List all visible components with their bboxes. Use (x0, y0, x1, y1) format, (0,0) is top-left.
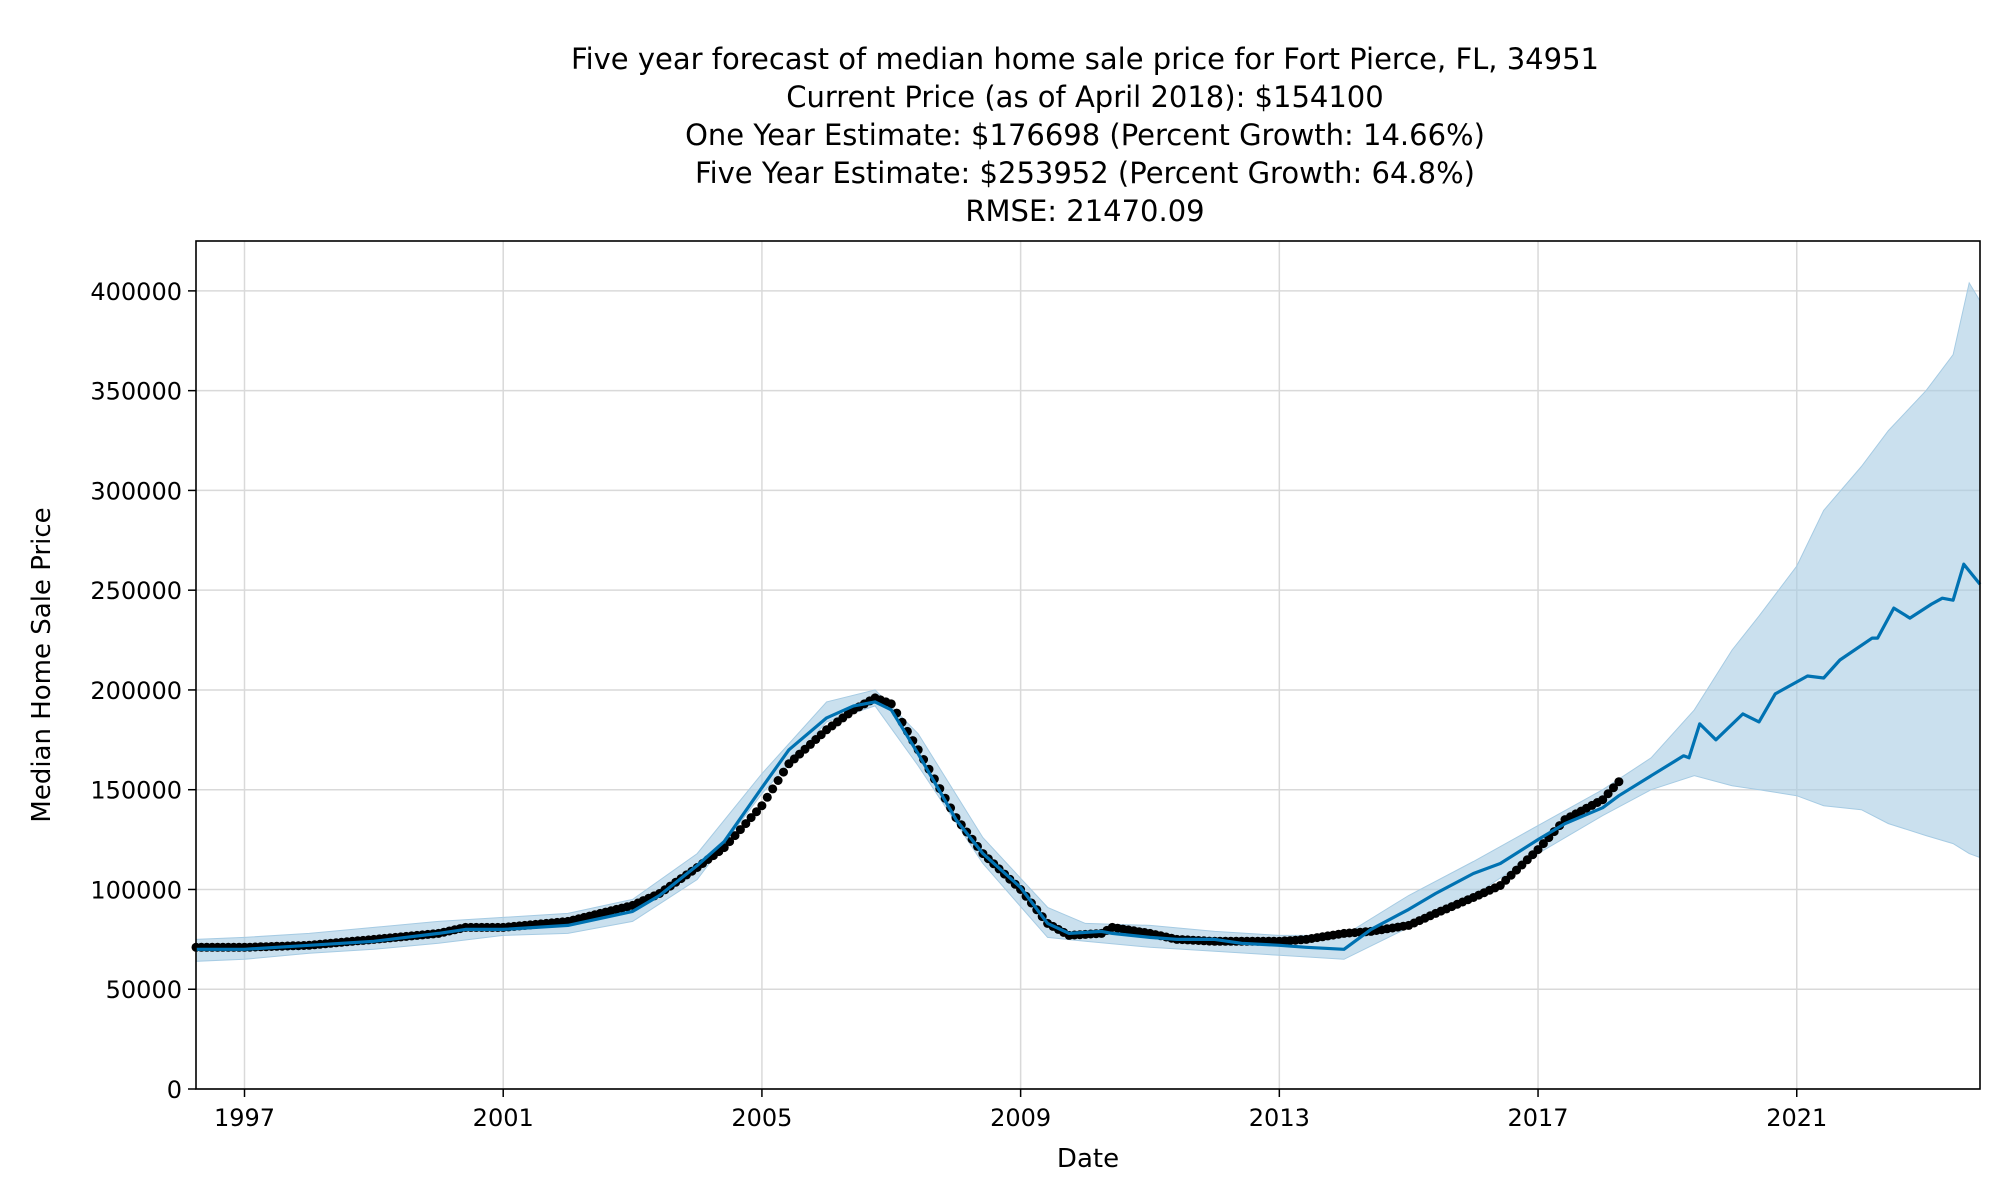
observed-point (752, 807, 761, 817)
x-tick-label: 2017 (1508, 1104, 1569, 1132)
observed-point (1538, 839, 1548, 849)
y-tick-label: 150000 (90, 777, 182, 805)
y-tick-label: 0 (167, 1076, 182, 1104)
x-tick-label: 1997 (214, 1104, 275, 1132)
uncertainty-band (195, 281, 1981, 962)
observed-point (746, 813, 756, 823)
y-axis-ticks: 0 50000 100000 150000 200000 250000 300000 3500… (90, 278, 196, 1104)
observed-point (1598, 795, 1608, 805)
x-axis-ticks: 1997 2001 2005 2009 2013 2017 2021 (214, 1089, 1827, 1132)
observed-point (735, 825, 745, 835)
observed-point (1609, 783, 1618, 793)
x-tick-label: 2021 (1766, 1104, 1827, 1132)
five-year-estimate-line: Five Year Estimate: $253952 (Percent Gro… (695, 156, 1475, 190)
observed-point (1603, 789, 1613, 799)
chart-title-line: Five year forecast of median home sale p… (571, 42, 1599, 76)
y-tick-label: 250000 (90, 577, 182, 605)
x-tick-label: 2013 (1249, 1104, 1310, 1132)
observed-point (768, 784, 778, 794)
y-tick-label: 300000 (90, 477, 182, 505)
observed-point (1533, 845, 1543, 855)
chart-title: Five year forecast of median home sale p… (190, 40, 1980, 230)
observed-point (886, 699, 896, 709)
y-axis-label: Median Home Sale Price (27, 507, 57, 822)
uncertainty-band-area (195, 281, 1981, 962)
grid-lines (196, 241, 1980, 1090)
observed-point (1614, 777, 1624, 787)
y-tick-label: 100000 (90, 876, 182, 904)
observed-point (762, 792, 772, 802)
x-tick-label: 2001 (473, 1104, 534, 1132)
rmse-line: RMSE: 21470.09 (965, 194, 1205, 228)
y-tick-label: 350000 (90, 378, 182, 406)
observed-point (741, 819, 751, 829)
y-tick-label: 400000 (90, 278, 182, 306)
y-tick-label: 50000 (106, 976, 182, 1004)
observed-point (730, 831, 740, 841)
x-tick-label: 2005 (731, 1104, 792, 1132)
observed-point (757, 801, 767, 811)
y-tick-label: 200000 (90, 677, 182, 705)
forecast-line-group (196, 562, 1982, 951)
forecast-line (196, 562, 1982, 951)
current-price-line: Current Price (as of April 2018): $15410… (786, 80, 1384, 114)
plot-frame (195, 240, 1981, 1090)
x-tick-label: 2009 (990, 1104, 1051, 1132)
one-year-estimate-line: One Year Estimate: $176698 (Percent Grow… (685, 118, 1485, 152)
observed-point (773, 776, 783, 785)
x-axis-label: Date (1057, 1144, 1119, 1174)
observed-point (779, 767, 788, 777)
